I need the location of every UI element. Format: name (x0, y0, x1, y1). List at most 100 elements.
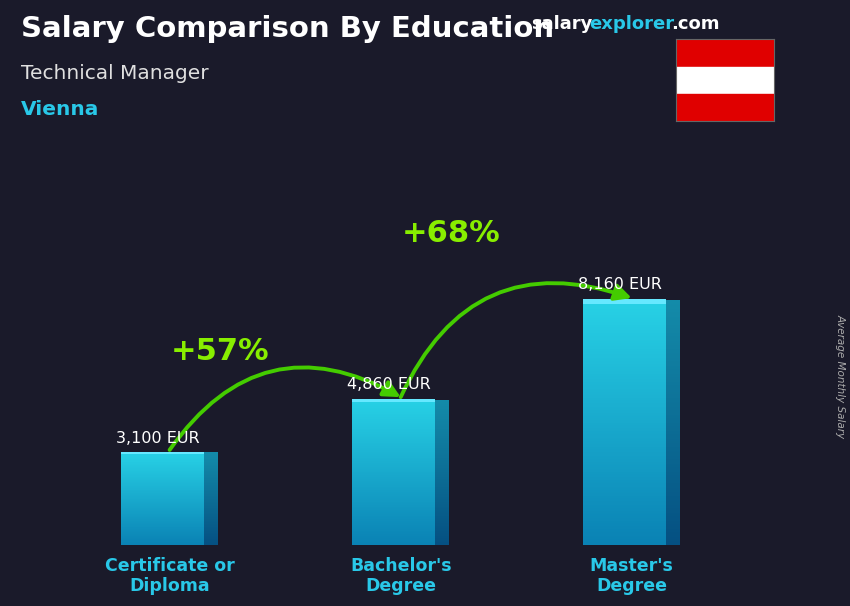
Bar (203, 520, 218, 521)
Bar (203, 538, 218, 539)
Bar (434, 470, 449, 471)
Bar (352, 510, 434, 511)
Bar (352, 538, 434, 539)
Bar (121, 467, 203, 468)
Bar (203, 453, 218, 454)
Bar (434, 519, 449, 520)
Bar (434, 457, 449, 458)
Bar (203, 524, 218, 525)
Bar (203, 472, 218, 473)
Bar (203, 510, 218, 511)
Bar (121, 459, 203, 460)
Bar (583, 384, 666, 385)
Bar (203, 453, 218, 454)
Bar (203, 544, 218, 545)
Bar (203, 523, 218, 524)
Bar (583, 464, 666, 465)
Bar (583, 444, 666, 446)
Text: 4,860 EUR: 4,860 EUR (348, 378, 431, 392)
Bar (203, 508, 218, 509)
Bar (666, 369, 680, 371)
Bar (434, 464, 449, 465)
Bar (352, 504, 434, 505)
Bar (352, 542, 434, 544)
Bar (666, 392, 680, 393)
Bar (434, 430, 449, 431)
Bar (121, 453, 203, 454)
Bar (583, 532, 666, 534)
Bar (121, 479, 203, 481)
Bar (121, 471, 203, 472)
Bar (434, 487, 449, 488)
Bar (583, 491, 666, 493)
Bar (203, 531, 218, 533)
Bar (583, 362, 666, 364)
Bar (121, 461, 203, 462)
Bar (583, 506, 666, 508)
Bar (583, 519, 666, 521)
Bar (121, 521, 203, 522)
Bar (352, 470, 434, 471)
Bar (583, 372, 666, 374)
Bar (434, 442, 449, 444)
Bar (666, 385, 680, 387)
Bar (583, 493, 666, 494)
Bar (583, 302, 666, 304)
Bar (583, 388, 666, 390)
Bar (121, 452, 203, 454)
Bar (121, 531, 203, 533)
Bar (666, 399, 680, 400)
Bar (203, 493, 218, 494)
Text: +68%: +68% (402, 219, 501, 248)
Bar (666, 330, 680, 331)
Bar (352, 461, 434, 462)
Bar (121, 498, 203, 499)
Bar (583, 411, 666, 413)
Bar (666, 317, 680, 319)
Bar (583, 529, 666, 531)
Bar (203, 534, 218, 535)
Bar (352, 454, 434, 455)
Bar (666, 382, 680, 384)
Bar (352, 516, 434, 517)
Bar (666, 362, 680, 364)
Bar (583, 475, 666, 477)
Bar (666, 305, 680, 307)
Bar (203, 514, 218, 515)
Bar (121, 458, 203, 459)
Bar (666, 473, 680, 475)
Bar (583, 524, 666, 526)
Bar (203, 489, 218, 490)
Bar (666, 519, 680, 521)
Bar (583, 333, 666, 335)
Bar (666, 508, 680, 510)
Bar (352, 533, 434, 534)
Bar (583, 514, 666, 516)
Bar (434, 410, 449, 411)
Bar (352, 410, 434, 411)
Bar (434, 490, 449, 491)
Bar (666, 430, 680, 431)
Bar (121, 491, 203, 492)
Bar (434, 414, 449, 415)
Bar (583, 426, 666, 428)
Bar (434, 408, 449, 409)
Bar (203, 474, 218, 475)
Bar (352, 444, 434, 445)
Bar (352, 505, 434, 507)
Bar (583, 510, 666, 511)
Bar (583, 438, 666, 439)
Bar (666, 387, 680, 388)
Bar (583, 379, 666, 381)
Bar (666, 506, 680, 508)
Bar (666, 372, 680, 374)
Bar (666, 315, 680, 317)
Bar (434, 542, 449, 544)
Bar (583, 351, 666, 353)
Bar (434, 501, 449, 502)
Bar (583, 325, 666, 327)
Bar (666, 513, 680, 514)
Bar (434, 483, 449, 484)
Bar (203, 456, 218, 457)
Bar (203, 479, 218, 480)
